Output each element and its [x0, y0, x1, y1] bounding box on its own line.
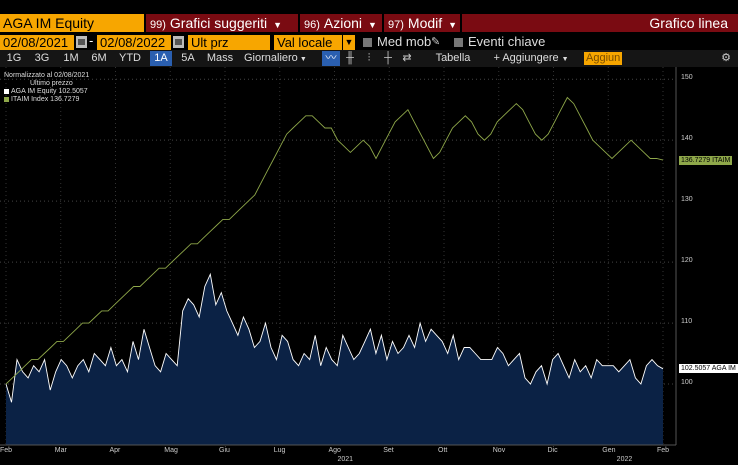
legend-name: ITAIM Index [11, 96, 49, 103]
y-tick-label: 130 [681, 196, 693, 204]
x-year-label: 2022 [616, 456, 633, 463]
menu-label: Grafici suggeriti [169, 15, 268, 31]
frequency-select[interactable]: Giornaliero ▼ [244, 51, 316, 66]
itaim-series-line [5, 96, 664, 385]
range-6m-button[interactable]: 6M [91, 52, 107, 64]
legend-entry-aga: AGA IM Equity 102.5057 [4, 88, 89, 96]
menu-number: 99) [150, 19, 166, 31]
x-tick-label: Mar [54, 447, 67, 454]
legend-value: 136.7279 [50, 96, 80, 103]
menu-separator [382, 14, 384, 32]
range-1y-button[interactable]: 1A [150, 51, 172, 66]
y-tick-label: 110 [681, 318, 693, 326]
menu-bar [146, 14, 738, 32]
moving-average-label: Med mob [377, 34, 432, 49]
compare-icon[interactable]: ⇄ [402, 52, 412, 64]
range-3d-button[interactable]: 3G [34, 52, 50, 64]
x-year-label: 2021 [337, 456, 354, 463]
range-max-button[interactable]: Mass [206, 52, 234, 64]
menu-suggested-charts[interactable]: 99) Grafici suggeriti ▼ [150, 14, 282, 32]
table-button[interactable]: Tabella [435, 52, 471, 64]
legend-name: AGA IM Equity [11, 88, 57, 95]
line-chart-icon[interactable]: 〰 [322, 51, 340, 66]
currency-select[interactable]: Val locale [274, 35, 342, 50]
chevron-down-icon: ▼ [368, 20, 377, 30]
bar-chart-icon[interactable]: ⫶ [367, 52, 371, 64]
x-tick-label: Ago [328, 447, 341, 454]
settings-icon[interactable]: ⚙ [721, 52, 731, 64]
aga-area-fill [6, 274, 663, 445]
legend-entry-itaim: ITAIM Index 136.7279 [4, 96, 89, 104]
menu-number: 96) [304, 19, 320, 31]
range-ytd-button[interactable]: YTD [119, 52, 141, 64]
aga-series-line [5, 272, 664, 403]
x-tick-label: Dic [547, 447, 558, 454]
candlestick-icon[interactable]: ╫ [346, 52, 354, 64]
range-1m-button[interactable]: 1M [63, 52, 79, 64]
price-field-select[interactable]: Ult prz [188, 35, 270, 50]
y-tick-label: 150 [681, 74, 693, 82]
legend-last-price: Ultimo prezzo [30, 80, 73, 87]
menu-separator [460, 14, 462, 32]
menu-separator [298, 14, 300, 32]
chevron-down-icon[interactable]: ▼ [343, 35, 355, 50]
x-tick-label: Feb [657, 447, 670, 454]
chevron-down-icon: ▼ [561, 56, 569, 63]
legend-swatch [4, 88, 9, 94]
x-tick-label: Lug [273, 447, 286, 454]
x-tick-label: Giu [219, 447, 230, 454]
moving-average-checkbox[interactable] [363, 38, 372, 47]
high-low-icon[interactable]: ┼ [384, 52, 392, 64]
chart-type-label[interactable]: Grafico linea [649, 15, 728, 31]
frequency-label: Giornaliero [244, 52, 298, 64]
chart-legend: Normalizzato al 02/08/2021 Ultimo prezzo… [4, 72, 89, 104]
x-tick-label: Gen [602, 447, 616, 454]
x-tick-label: Mag [164, 447, 178, 454]
range-5y-button[interactable]: 5A [181, 52, 195, 64]
legend-swatch [4, 96, 9, 102]
menu-actions[interactable]: 96) Azioni ▼ [304, 14, 377, 32]
ticker-field[interactable]: AGA IM Equity [0, 14, 144, 32]
key-events-label: Eventi chiave [468, 34, 546, 49]
add-menu[interactable]: + Aggiungere ▼ [486, 51, 576, 66]
x-tick-label: Nov [492, 447, 506, 454]
aga-last-value-label: 102.5057 AGA IM [679, 364, 738, 374]
menu-label: Modif [407, 15, 443, 31]
legend-value: 102.5057 [58, 88, 88, 95]
add-label: + Aggiungere [493, 52, 559, 64]
chevron-down-icon: ▼ [448, 20, 458, 30]
add-field[interactable]: Aggiun [584, 52, 623, 65]
y-tick-label: 100 [681, 379, 693, 387]
x-tick-label: Ott [438, 447, 448, 454]
pencil-icon[interactable]: ✎ [431, 36, 441, 48]
calendar-icon[interactable] [76, 36, 87, 48]
menu-edit[interactable]: 97) Modif ▼ [388, 14, 457, 32]
date-from-field[interactable]: 02/08/2021 [0, 35, 74, 50]
date-range-dash: - [89, 33, 94, 48]
date-to-field[interactable]: 02/08/2022 [97, 35, 171, 50]
key-events-checkbox[interactable] [454, 38, 463, 47]
legend-normalized: Normalizzato al 02/08/2021 [4, 72, 90, 79]
price-chart [0, 67, 677, 446]
x-tick-label: Feb [0, 447, 13, 454]
chevron-down-icon: ▼ [273, 20, 283, 30]
calendar-icon[interactable] [173, 36, 184, 48]
x-tick-label: Apr [109, 447, 121, 454]
itaim-last-value-label: 136.7279 ITAIM [679, 155, 733, 165]
range-1d-button[interactable]: 1G [6, 52, 22, 64]
x-tick-label: Set [383, 447, 394, 454]
menu-number: 97) [388, 19, 404, 31]
chevron-down-icon: ▼ [299, 56, 307, 63]
y-tick-label: 140 [681, 135, 693, 143]
menu-label: Azioni [323, 15, 363, 31]
range-bar [0, 50, 738, 67]
y-tick-label: 120 [681, 257, 693, 265]
